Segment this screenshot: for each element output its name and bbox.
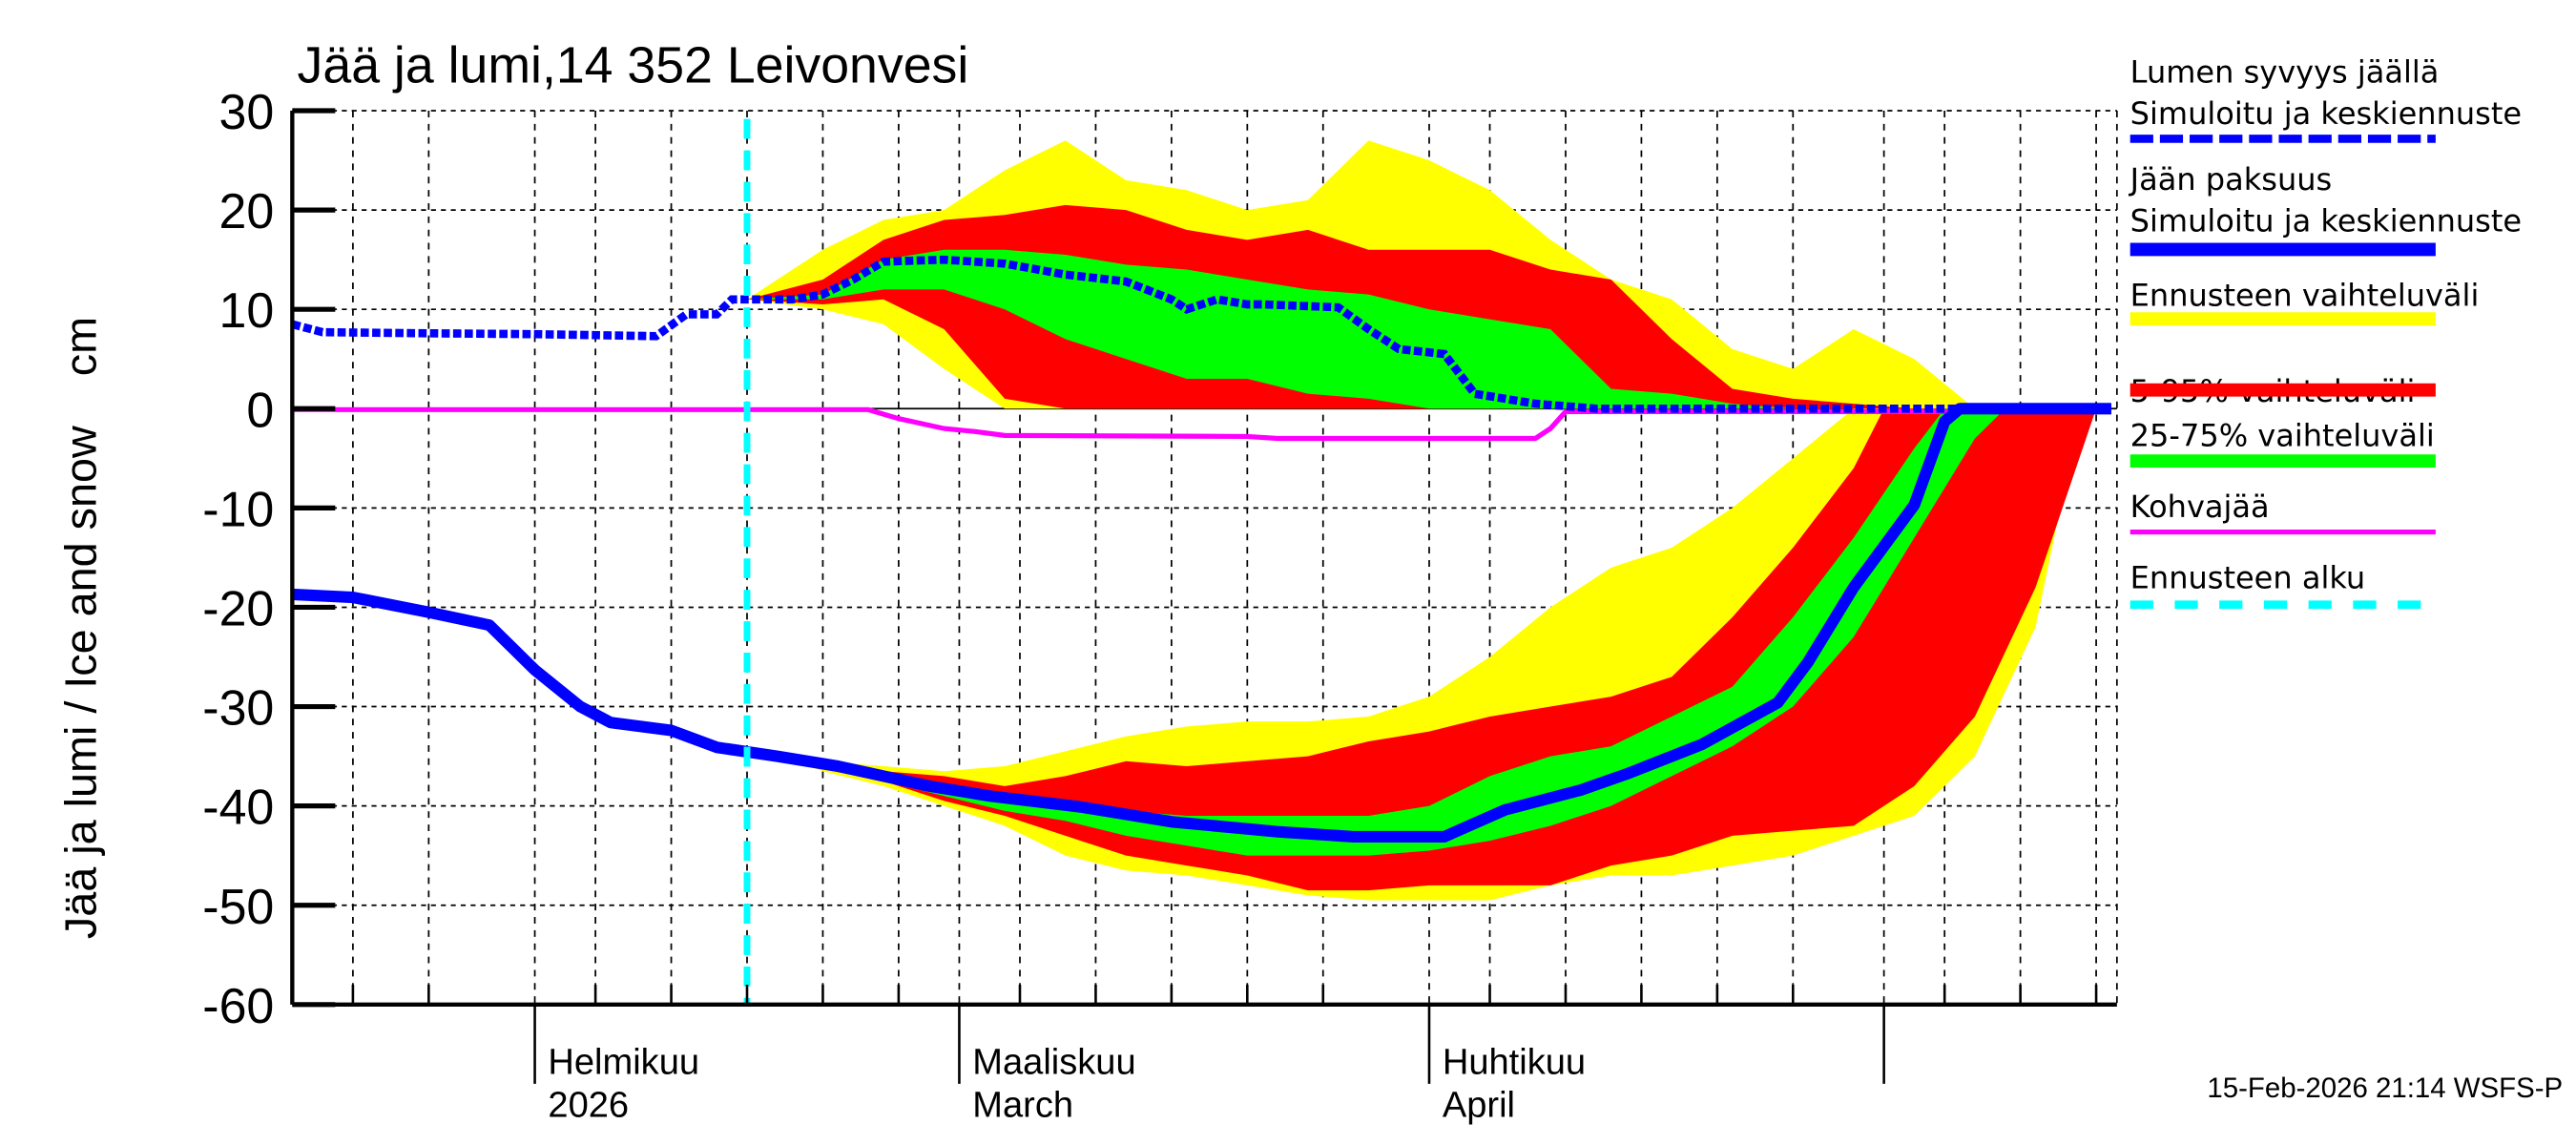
snow-25-75-band [747, 249, 1794, 409]
ice-thickness-line [292, 403, 2111, 843]
legend: Lumen syvyys jäällä Simuloitu ja keskienn… [2129, 54, 2522, 610]
y-tick-label: 10 [219, 283, 275, 339]
y-tick-label: 30 [219, 85, 275, 140]
y-axis-label: Jää ja lumi / Ice and snow cm [55, 317, 105, 939]
y-tick-label: 0 [246, 383, 274, 438]
legend-label: Ennusteen alku [2130, 559, 2366, 595]
legend-label: 25-75% vaihteluväli [2130, 418, 2435, 454]
legend-label: Ennusteen vaihteluväli [2130, 277, 2480, 313]
y-tick-label: -60 [202, 979, 274, 1034]
slush-ice-line [292, 406, 2111, 442]
x-month-label: Helmikuu [548, 1043, 699, 1083]
footer-timestamp: 15-Feb-2026 21:14 WSFS-P [2207, 1072, 2563, 1104]
y-tick-label: -40 [202, 781, 274, 836]
ice-5-95-band [777, 408, 2097, 891]
x-month-label: Maaliskuu [972, 1043, 1135, 1083]
legend-label: Lumen syvyys jäällä [2130, 54, 2440, 91]
y-tick-label: 20 [219, 184, 275, 239]
x-month-label: Huhtikuu [1443, 1043, 1586, 1083]
y-tick-label: -10 [202, 482, 274, 537]
x-month-sublabel: 2026 [548, 1086, 629, 1126]
legend-label: Jään paksuus [2129, 161, 2333, 198]
x-month-sublabel: April [1443, 1086, 1515, 1126]
series-lines [291, 118, 2111, 1005]
legend-sublabel: Simuloitu ja keskiennuste [2130, 95, 2522, 132]
y-tick-label: -50 [202, 880, 274, 935]
chart-title: Jää ja lumi,14 352 Leivonvesi [298, 37, 969, 94]
x-month-sublabel: March [972, 1086, 1073, 1126]
legend-label: Kohvajää [2130, 489, 2270, 525]
legend-sublabel: Simuloitu ja keskiennuste [2130, 202, 2522, 239]
snow-depth-line [291, 255, 2111, 413]
y-tick-label: -30 [202, 681, 274, 737]
y-tick-label: -20 [202, 581, 274, 636]
